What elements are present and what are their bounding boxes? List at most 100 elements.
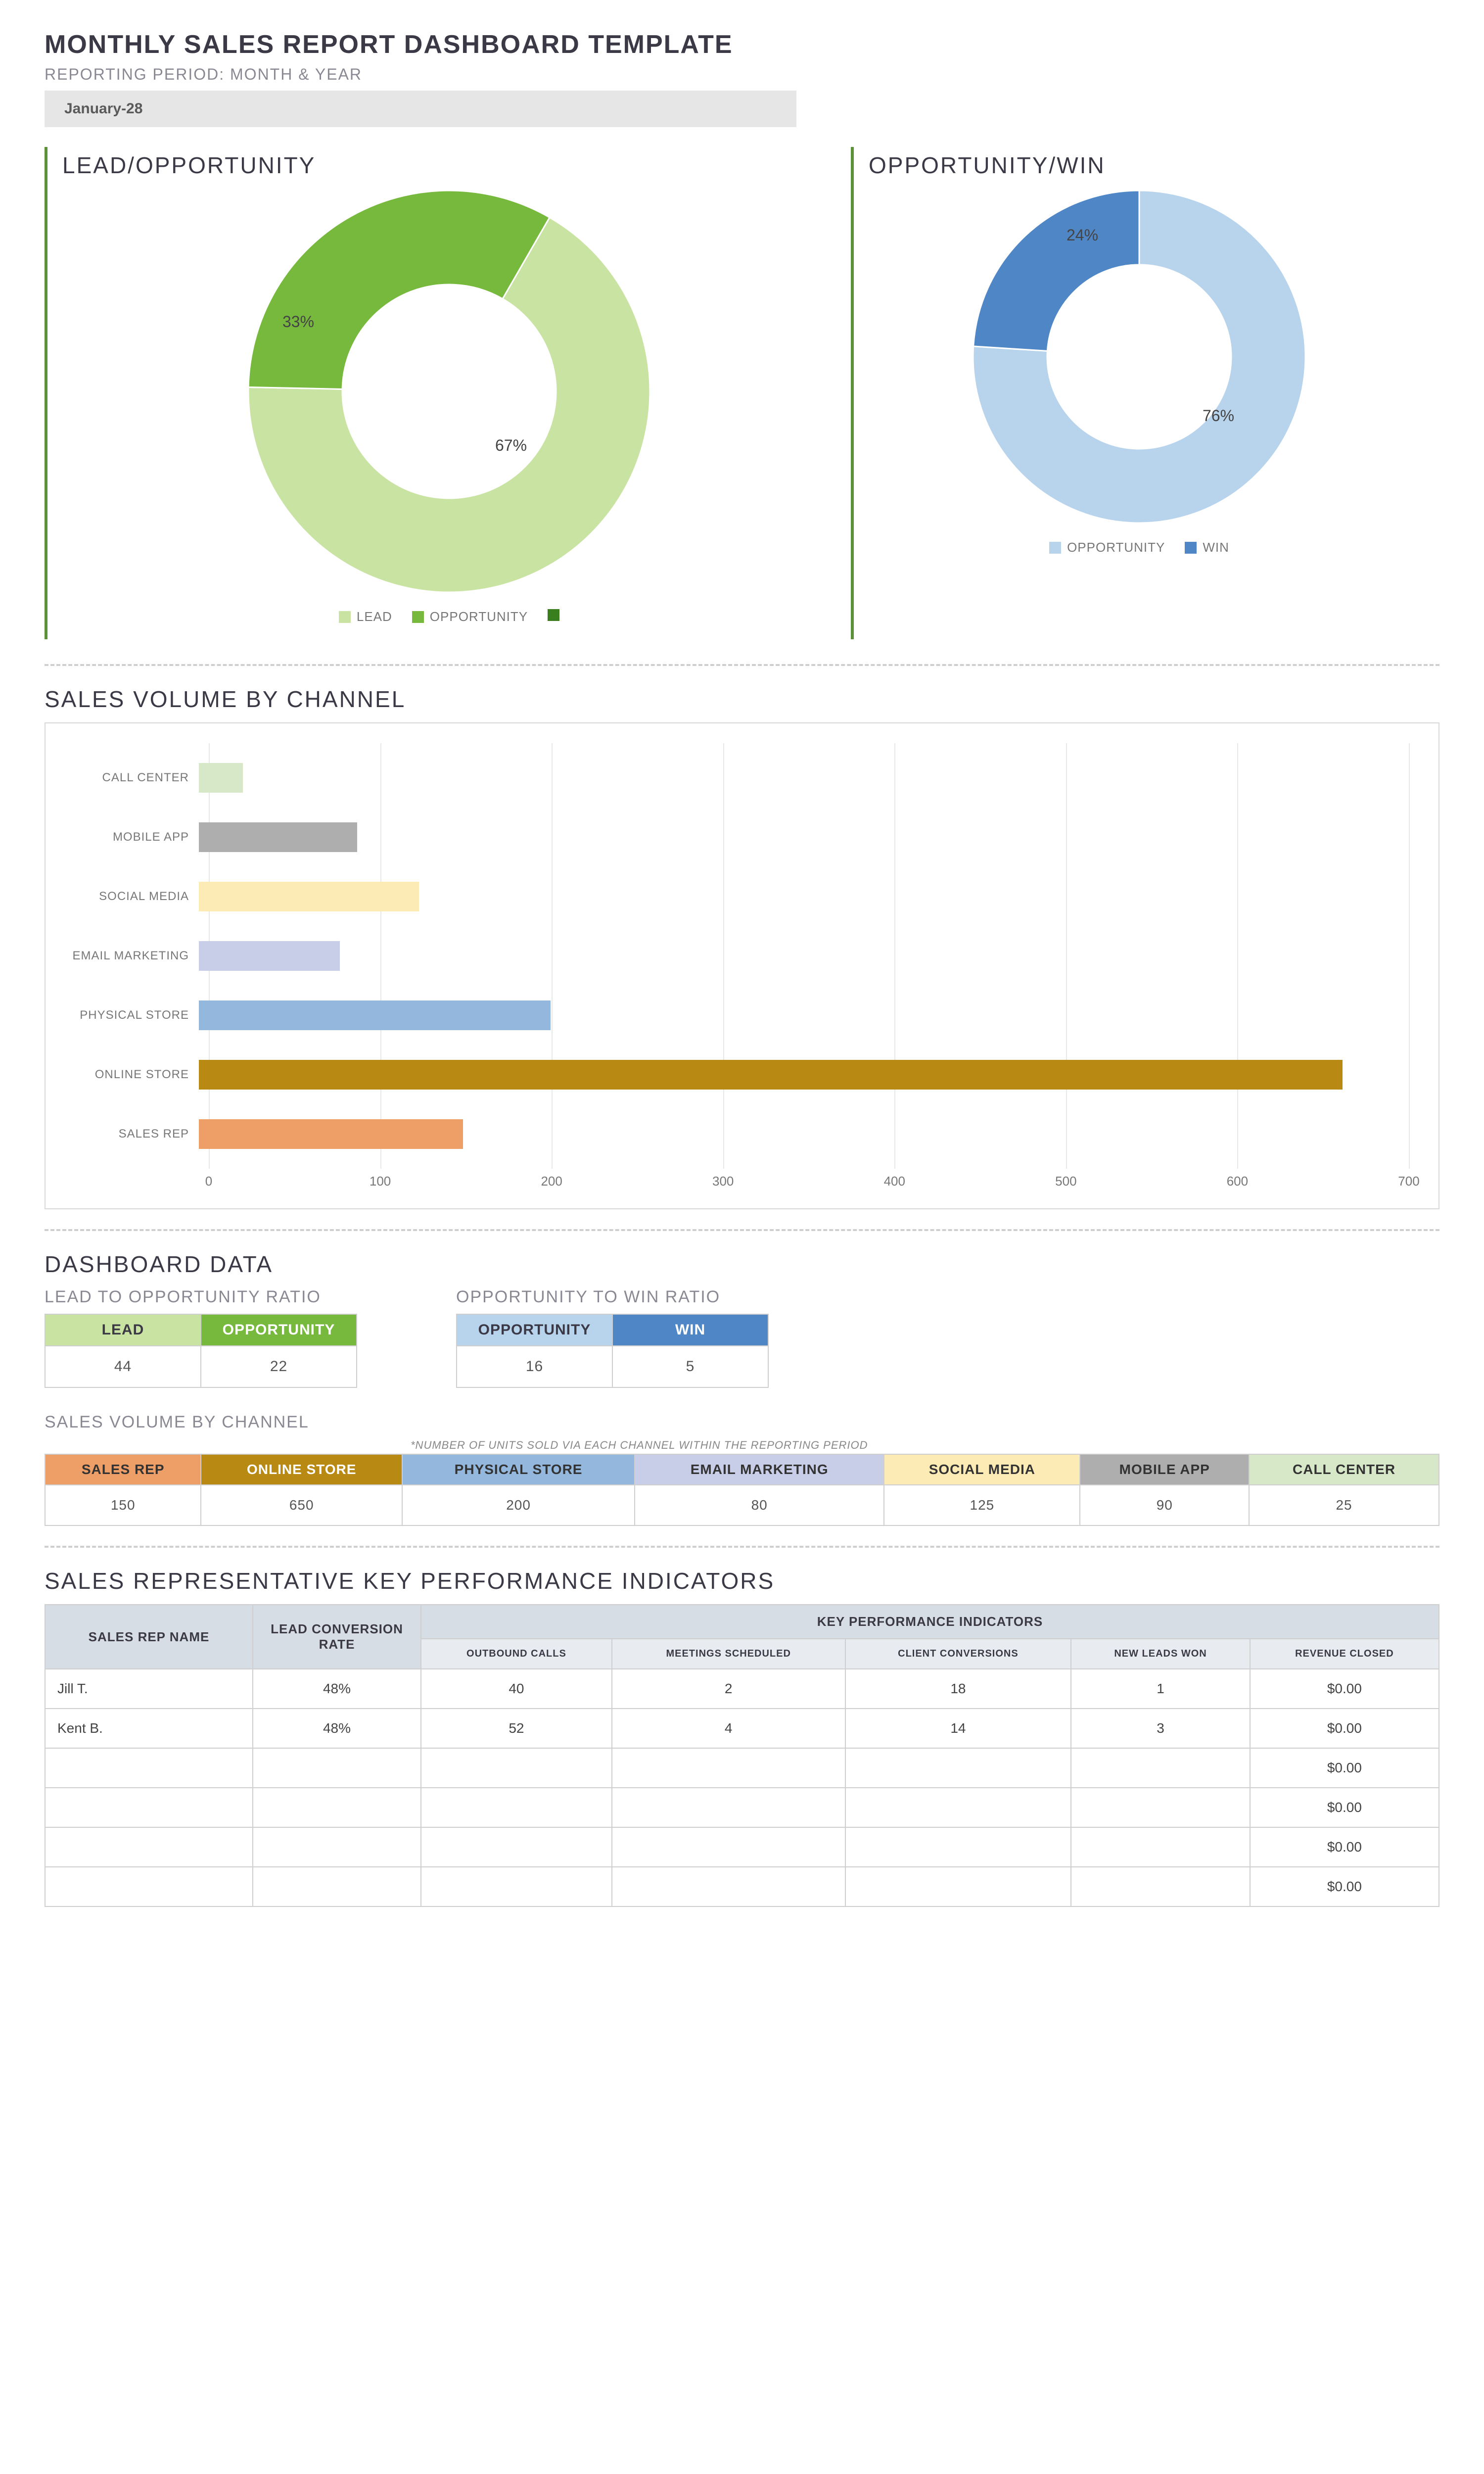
table-cell: 125 — [884, 1485, 1080, 1525]
table-cell: $0.00 — [1250, 1669, 1439, 1709]
donut-slice — [248, 190, 550, 389]
table-cell: 52 — [421, 1709, 612, 1748]
table-cell: 44 — [45, 1346, 201, 1387]
table-cell — [845, 1748, 1071, 1788]
table-subheader: REVENUE CLOSED — [1250, 1639, 1439, 1669]
bar-row: PHYSICAL STORE — [60, 1000, 1431, 1030]
table-cell — [845, 1788, 1071, 1827]
table-cell: 3 — [1071, 1709, 1250, 1748]
opp-ratio-table: OPPORTUNITYWIN165 — [456, 1314, 769, 1388]
x-tick-label: 0 — [205, 1174, 212, 1189]
table-cell: Jill T. — [45, 1669, 253, 1709]
legend-item: LEAD — [339, 609, 392, 624]
legend-swatch — [1049, 542, 1061, 554]
table-cell — [421, 1867, 612, 1906]
table-cell: $0.00 — [1250, 1709, 1439, 1748]
legend-swatch — [1185, 542, 1197, 554]
table-row: $0.00 — [45, 1748, 1439, 1788]
legend-item: OPPORTUNITY — [412, 609, 528, 624]
bar-fill — [199, 941, 340, 971]
legend-label: WIN — [1203, 540, 1229, 555]
table-cell — [612, 1788, 845, 1827]
donut-pct-label: 24% — [1067, 226, 1098, 244]
donut-pct-label: 67% — [495, 436, 527, 454]
table-cell — [421, 1827, 612, 1867]
table-row: $0.00 — [45, 1788, 1439, 1827]
donut-row: LEAD/OPPORTUNITY 67%33% LEADOPPORTUNITY … — [45, 147, 1439, 639]
table-cell: 200 — [402, 1485, 635, 1525]
lead-opp-legend: LEAD OPPORTUNITY — [62, 609, 836, 624]
table-cell — [1071, 1867, 1250, 1906]
table-header: SOCIAL MEDIA — [884, 1454, 1080, 1485]
table-subheader: MEETINGS SCHEDULED — [612, 1639, 845, 1669]
x-tick-label: 100 — [370, 1174, 391, 1189]
channel-table: SALES REPONLINE STOREPHYSICAL STOREEMAIL… — [45, 1454, 1439, 1526]
lead-ratio-table: LEADOPPORTUNITY4422 — [45, 1314, 357, 1388]
period-badge: January-28 — [45, 91, 796, 127]
table-cell — [1071, 1748, 1250, 1788]
table-cell — [45, 1827, 253, 1867]
bar-row: EMAIL MARKETING — [60, 941, 1431, 971]
table-header: PHYSICAL STORE — [402, 1454, 635, 1485]
bar-label: SALES REP — [60, 1127, 199, 1141]
bar-label: ONLINE STORE — [60, 1068, 199, 1082]
bar-label: EMAIL MARKETING — [60, 949, 199, 963]
table-header: SALES REP — [45, 1454, 201, 1485]
table-row: Kent B.48%524143$0.00 — [45, 1709, 1439, 1748]
lead-opp-title: LEAD/OPPORTUNITY — [62, 152, 836, 179]
kpi-table: SALES REP NAMELEAD CONVERSION RATEKEY PE… — [45, 1604, 1439, 1907]
table-cell — [421, 1788, 612, 1827]
legend-swatch — [412, 611, 424, 623]
table-cell: 22 — [201, 1346, 357, 1387]
table-cell — [253, 1748, 421, 1788]
table-header: KEY PERFORMANCE INDICATORS — [421, 1605, 1439, 1639]
channel-table-title: SALES VOLUME BY CHANNEL — [45, 1413, 1439, 1432]
divider — [45, 1229, 1439, 1231]
bar-fill — [199, 763, 243, 793]
legend-label: OPPORTUNITY — [430, 609, 528, 624]
table-cell — [45, 1867, 253, 1906]
table-cell — [1071, 1827, 1250, 1867]
divider — [45, 1546, 1439, 1548]
x-tick-label: 700 — [1398, 1174, 1419, 1189]
reporting-period-label: REPORTING PERIOD: MONTH & YEAR — [45, 65, 1439, 84]
legend-swatch — [548, 609, 559, 621]
donut-pct-label: 33% — [282, 313, 314, 331]
bar-label: PHYSICAL STORE — [60, 1008, 199, 1022]
table-cell — [845, 1867, 1071, 1906]
table-cell: 4 — [612, 1709, 845, 1748]
table-header: WIN — [612, 1314, 768, 1346]
x-tick-label: 300 — [712, 1174, 734, 1189]
table-cell: 48% — [253, 1669, 421, 1709]
table-subheader: OUTBOUND CALLS — [421, 1639, 612, 1669]
table-header: OPPORTUNITY — [457, 1314, 612, 1346]
bar-fill — [199, 1060, 1343, 1090]
table-cell: 14 — [845, 1709, 1071, 1748]
table-cell: $0.00 — [1250, 1827, 1439, 1867]
table-header: SALES REP NAME — [45, 1605, 253, 1669]
lead-opportunity-donut: 67% 33% — [246, 189, 652, 594]
opp-ratio-title: OPPORTUNITY TO WIN RATIO — [456, 1287, 769, 1307]
x-tick-label: 600 — [1227, 1174, 1248, 1189]
table-header: OPPORTUNITY — [201, 1314, 357, 1346]
bar-row: SALES REP — [60, 1119, 1431, 1149]
opportunity-win-donut: 76% 24% — [971, 189, 1307, 525]
bar-fill — [199, 1119, 463, 1149]
table-cell: $0.00 — [1250, 1788, 1439, 1827]
ratio-tables-row: LEAD TO OPPORTUNITY RATIO LEADOPPORTUNIT… — [45, 1287, 1439, 1388]
bar-fill — [199, 1000, 551, 1030]
legend-label: OPPORTUNITY — [1067, 540, 1165, 555]
table-cell — [612, 1748, 845, 1788]
opportunity-win-card: OPPORTUNITY/WIN 76% 24% OPPORTUNITY WIN — [851, 147, 1425, 639]
table-cell — [845, 1827, 1071, 1867]
donut-pct-label: 76% — [1203, 407, 1234, 425]
legend-item: OPPORTUNITY — [1049, 540, 1165, 555]
table-header: CALL CENTER — [1249, 1454, 1439, 1485]
table-header: ONLINE STORE — [201, 1454, 402, 1485]
table-cell — [253, 1867, 421, 1906]
table-cell: 40 — [421, 1669, 612, 1709]
bar-fill — [199, 882, 419, 911]
opp-win-title: OPPORTUNITY/WIN — [869, 152, 1410, 179]
table-cell: 16 — [457, 1346, 612, 1387]
table-cell: 18 — [845, 1669, 1071, 1709]
